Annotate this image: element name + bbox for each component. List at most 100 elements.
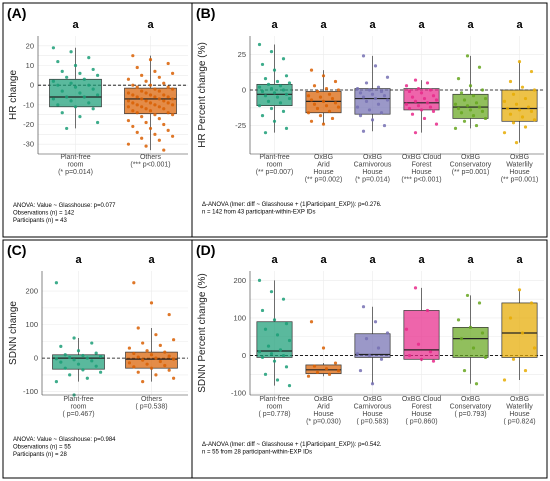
- data-point: [355, 352, 360, 356]
- data-point: [275, 95, 280, 99]
- data-point: [459, 111, 464, 115]
- data-point: [135, 95, 139, 99]
- data-point: [483, 96, 488, 101]
- data-point: [272, 359, 277, 363]
- x-tick-label: Plant-free: [60, 154, 90, 161]
- x-tick-label: Carnivorous: [354, 404, 392, 411]
- x-tick-label: room: [267, 404, 283, 411]
- p-value-label: (** p=0.001): [452, 169, 490, 176]
- data-point: [355, 87, 360, 91]
- data-point: [269, 352, 274, 356]
- x-tick-label: House: [313, 169, 333, 176]
- x-tick-label: room: [68, 162, 84, 169]
- data-point: [157, 105, 161, 109]
- data-point: [140, 136, 144, 140]
- data-point: [172, 338, 176, 342]
- data-point: [87, 101, 91, 105]
- x-tick-label: Arid: [317, 162, 330, 169]
- data-point: [51, 79, 56, 83]
- y-tick-label: 100: [233, 313, 246, 322]
- data-point: [477, 65, 482, 69]
- data-point: [144, 144, 148, 148]
- data-point: [126, 77, 130, 81]
- significance-letter: a: [75, 254, 82, 266]
- x-tick-label: Plant-free: [259, 396, 289, 403]
- data-point: [78, 91, 82, 95]
- data-point: [284, 92, 289, 96]
- panel-frame: [191, 239, 548, 479]
- data-point: [162, 107, 166, 111]
- data-point: [474, 382, 479, 386]
- data-point: [148, 83, 153, 87]
- data-point: [163, 350, 167, 354]
- data-point: [382, 94, 387, 98]
- box: [403, 310, 440, 360]
- significance-letter: a: [516, 19, 523, 31]
- data-point: [68, 373, 72, 377]
- data-point: [266, 82, 271, 86]
- data-point: [263, 77, 268, 81]
- panel-a: (A) -30 -20 -10 0 10 20 HR change a Plant-freeroo…: [2, 2, 193, 238]
- data-point: [154, 373, 158, 377]
- data-point: [416, 342, 421, 346]
- data-point: [126, 118, 130, 123]
- p-value-label: (** p=0.001): [501, 177, 539, 184]
- y-tick-label: 0: [242, 86, 246, 95]
- panel-c: (C) -100 0 100 200 SDNN change a Plant-freeroom…: [2, 239, 193, 479]
- panel-label: (A): [7, 5, 26, 21]
- data-point: [529, 301, 534, 305]
- data-point: [336, 105, 341, 109]
- data-point: [153, 95, 157, 99]
- panel-label: (D): [196, 242, 215, 258]
- data-point: [361, 129, 366, 133]
- annotation-text: n = 55 from 28 participant-within-EXP ID…: [202, 450, 312, 456]
- data-point: [336, 368, 341, 373]
- x-tick-label: House: [509, 169, 529, 176]
- data-point: [269, 50, 274, 54]
- data-point: [480, 88, 485, 92]
- data-point: [260, 114, 265, 118]
- data-point: [321, 346, 326, 350]
- data-point: [60, 111, 64, 115]
- data-point: [148, 126, 153, 131]
- data-point: [428, 105, 433, 109]
- data-point: [520, 85, 525, 89]
- data-point: [462, 368, 467, 373]
- data-point: [480, 331, 485, 335]
- data-point: [167, 368, 171, 372]
- data-point: [59, 360, 63, 364]
- data-point: [431, 109, 436, 113]
- box-group: [305, 68, 342, 126]
- data-point: [410, 95, 415, 99]
- data-point: [315, 370, 320, 375]
- annotation-text: Participants (n) = 28: [13, 452, 68, 458]
- x-tick-label: OxBG: [461, 396, 480, 403]
- data-point: [514, 141, 519, 145]
- data-point: [413, 99, 418, 103]
- data-point: [166, 128, 170, 132]
- y-axis-label: SDNN Percent change (%): [197, 273, 208, 393]
- data-point: [126, 99, 130, 103]
- data-point: [428, 88, 433, 92]
- data-point: [477, 105, 482, 109]
- data-point: [72, 336, 76, 340]
- data-point: [54, 379, 59, 384]
- data-point: [376, 85, 381, 89]
- data-point: [81, 368, 85, 372]
- data-point: [144, 99, 148, 103]
- box-group: [501, 288, 538, 382]
- box: [501, 89, 538, 122]
- data-point: [149, 301, 154, 305]
- data-point: [153, 132, 157, 136]
- data-point: [132, 281, 136, 285]
- x-tick-label: Others: [141, 396, 163, 403]
- data-point: [480, 109, 485, 113]
- data-point: [324, 87, 329, 91]
- annotation-text: Observations (n) = 55: [13, 445, 72, 451]
- box-group: [452, 54, 489, 131]
- data-point: [358, 368, 363, 373]
- data-point: [127, 361, 131, 365]
- y-axis-label: HR Percent change (%): [197, 42, 208, 148]
- data-point: [136, 370, 140, 374]
- significance-letter: a: [72, 19, 79, 31]
